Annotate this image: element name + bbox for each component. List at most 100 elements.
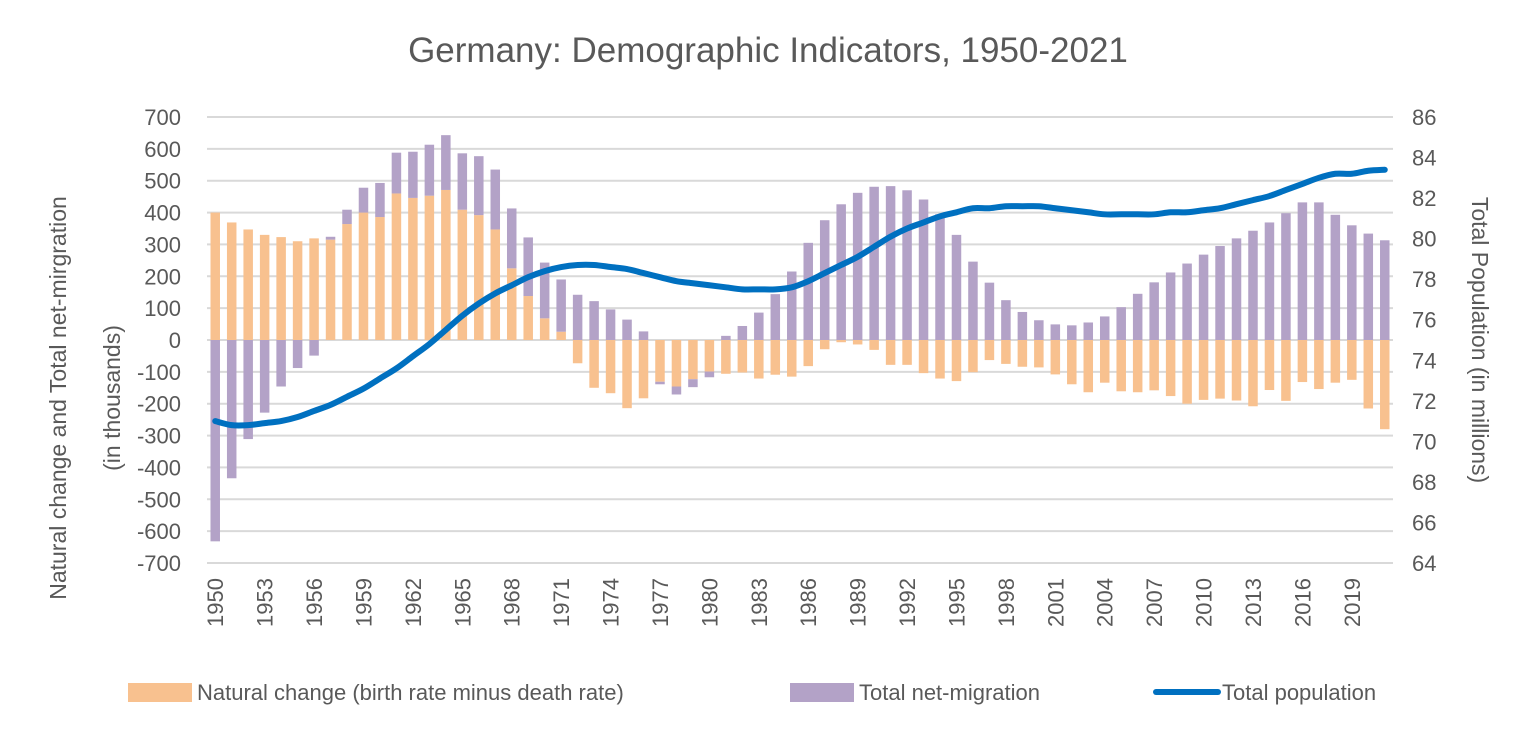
net-migration-bar [721, 335, 731, 340]
x-tick-label: 2001 [1043, 578, 1068, 627]
right-tick-label: 70 [1412, 429, 1436, 454]
net-migration-bar [622, 319, 632, 340]
natural-change-bar [721, 340, 731, 374]
population-line-path [212, 166, 1388, 429]
legend-label-population: Total population [1222, 680, 1376, 705]
natural-change-bar [1017, 340, 1028, 367]
natural-change-bar [572, 340, 583, 364]
x-tick-label: 1971 [549, 578, 574, 627]
right-tick-label: 76 [1412, 308, 1436, 333]
x-tick-label: 2019 [1340, 578, 1365, 627]
net-migration-bar [342, 209, 352, 225]
natural-change-bar [605, 340, 616, 394]
net-migration-bar [1380, 240, 1390, 340]
natural-change-bar [1198, 340, 1209, 400]
net-migration-bar [1116, 307, 1126, 340]
left-tick-label: -300 [137, 424, 181, 449]
net-migration-bar [803, 242, 813, 340]
right-tick-label: 68 [1412, 470, 1436, 495]
natural-change-bar [1001, 340, 1011, 364]
natural-change-bar [803, 340, 813, 367]
natural-change-bar [984, 340, 995, 361]
left-tick-label: 0 [169, 328, 181, 353]
natural-change-bar [622, 340, 632, 409]
net-migration-bar [1050, 324, 1061, 340]
net-migration-bar [885, 186, 896, 340]
x-tick-label: 1965 [450, 578, 475, 627]
net-migration-bar [1149, 282, 1159, 340]
natural-change-bar [1281, 340, 1291, 401]
natural-change-bar [836, 340, 846, 343]
net-migration-bar [1099, 316, 1110, 340]
natural-change-bar [918, 340, 929, 374]
net-migration-bar [787, 271, 797, 340]
natural-change-bar [292, 241, 303, 340]
natural-change-bar [276, 237, 286, 340]
x-tick-label: 2007 [1142, 578, 1167, 627]
net-migration-bar [1017, 311, 1028, 340]
net-migration-bar [1083, 322, 1094, 340]
right-tick-label: 74 [1412, 348, 1436, 373]
net-migration-bar [1165, 272, 1176, 340]
natural-change-bar [1314, 340, 1324, 390]
net-migration-bar [655, 381, 665, 385]
net-migration-bar [276, 340, 286, 387]
net-migration-bar [1281, 213, 1291, 340]
left-tick-label: 700 [144, 105, 181, 130]
natural-change-bar [885, 340, 896, 365]
net-migration-bar [408, 151, 418, 198]
natural-change-bar [951, 340, 962, 382]
x-tick-label: 1959 [351, 578, 376, 627]
net-migration-bar [1231, 238, 1242, 340]
net-migration-bar [918, 199, 929, 340]
x-tick-label: 1962 [401, 578, 426, 627]
natural-change-bar [1380, 340, 1390, 430]
net-migration-bar [325, 236, 336, 240]
natural-change-bar [754, 340, 764, 379]
x-tick-label: 1974 [599, 578, 624, 627]
net-migration-bar [1182, 263, 1192, 340]
net-migration-bar [1248, 230, 1258, 340]
net-migration-bar [605, 309, 616, 340]
natural-change-bar [1099, 340, 1110, 383]
population-line [212, 166, 1388, 429]
left-tick-label: 600 [144, 137, 181, 162]
net-migration-bar [474, 156, 484, 216]
natural-change-bar [1034, 340, 1044, 368]
natural-change-bar [1067, 340, 1077, 385]
net-migration-bar [902, 190, 912, 340]
x-tick-label: 2004 [1093, 578, 1118, 627]
natural-change-bar [210, 212, 220, 340]
net-migration-bar [210, 340, 220, 542]
bars [210, 135, 1390, 542]
net-migration-bar [539, 262, 550, 319]
left-tick-label: -600 [137, 519, 181, 544]
natural-change-bar [342, 224, 352, 340]
x-tick-label: 1998 [994, 578, 1019, 627]
natural-change-bar [358, 212, 369, 340]
x-tick-label: 2016 [1290, 578, 1315, 627]
x-tick-label: 1968 [500, 578, 525, 627]
x-tick-label: 2013 [1241, 578, 1266, 627]
natural-change-bar [243, 229, 253, 340]
right-tick-label: 78 [1412, 267, 1436, 292]
x-tick-label: 1995 [944, 578, 969, 627]
natural-change-bar [506, 268, 517, 340]
net-migration-bar [391, 152, 402, 194]
natural-change-bar [638, 340, 649, 399]
natural-change-bar [539, 318, 550, 340]
net-migration-bar [770, 294, 781, 340]
natural-change-bar [1165, 340, 1176, 397]
net-migration-bar [951, 234, 962, 340]
gridlines [207, 116, 1393, 564]
natural-change-bar [1330, 340, 1341, 383]
net-migration-bar [819, 220, 830, 340]
net-migration-bar [688, 379, 698, 388]
natural-change-bar [1347, 340, 1357, 380]
net-migration-bar [1363, 233, 1374, 340]
natural-change-bar [490, 229, 501, 340]
net-migration-bar [1330, 214, 1341, 340]
net-migration-bar [490, 169, 501, 230]
left-tick-label: 100 [144, 296, 181, 321]
